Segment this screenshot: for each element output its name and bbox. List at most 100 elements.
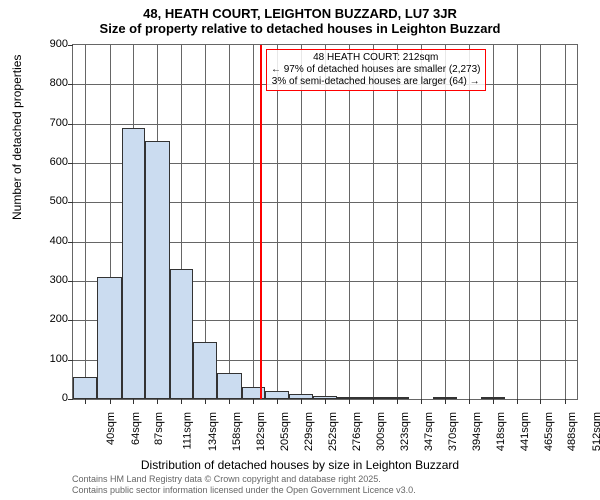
y-tick-label: 100 xyxy=(28,353,68,365)
histogram-bar xyxy=(313,396,337,399)
histogram-bar xyxy=(145,141,169,399)
grid-line-v xyxy=(325,45,326,399)
x-tick-label: 252sqm xyxy=(327,412,339,451)
x-tick-label: 323sqm xyxy=(399,412,411,451)
x-tick-label: 465sqm xyxy=(543,412,555,451)
grid-line-v xyxy=(85,45,86,399)
x-tick-label: 182sqm xyxy=(256,412,268,451)
x-tick xyxy=(133,399,134,404)
x-tick-label: 276sqm xyxy=(351,412,363,451)
histogram-bar xyxy=(433,397,457,399)
grid-line-v xyxy=(469,45,470,399)
histogram-bar xyxy=(97,277,121,399)
histogram-bar xyxy=(385,397,409,399)
y-tick xyxy=(68,45,73,46)
marker-line xyxy=(260,45,262,399)
histogram-bar xyxy=(362,397,385,399)
y-tick-label: 700 xyxy=(28,117,68,129)
x-tick-label: 64sqm xyxy=(130,412,142,445)
footer-text: Contains HM Land Registry data © Crown c… xyxy=(72,474,416,496)
x-tick xyxy=(277,399,278,404)
x-tick-label: 418sqm xyxy=(495,412,507,451)
grid-line-v xyxy=(229,45,230,399)
x-tick xyxy=(85,399,86,404)
x-tick xyxy=(540,399,541,404)
grid-line-v xyxy=(277,45,278,399)
y-tick xyxy=(68,320,73,321)
footer-line2: Contains public sector information licen… xyxy=(72,485,416,496)
title-sub: Size of property relative to detached ho… xyxy=(0,21,600,38)
x-tick xyxy=(517,399,518,404)
histogram-bar xyxy=(73,377,97,399)
title-main: 48, HEATH COURT, LEIGHTON BUZZARD, LU7 3… xyxy=(0,0,600,21)
x-tick xyxy=(205,399,206,404)
histogram-bar xyxy=(337,397,361,399)
y-tick-label: 600 xyxy=(28,156,68,168)
grid-line-v xyxy=(445,45,446,399)
x-tick-label: 347sqm xyxy=(423,412,435,451)
y-tick-label: 200 xyxy=(28,313,68,325)
grid-line-v xyxy=(373,45,374,399)
y-tick xyxy=(68,399,73,400)
x-tick xyxy=(301,399,302,404)
x-tick xyxy=(110,399,111,404)
y-tick xyxy=(68,202,73,203)
x-tick-label: 370sqm xyxy=(447,412,459,451)
grid-line-v xyxy=(349,45,350,399)
histogram-bar xyxy=(217,373,241,399)
x-tick xyxy=(181,399,182,404)
x-tick xyxy=(421,399,422,404)
y-tick-label: 800 xyxy=(28,77,68,89)
grid-line-v xyxy=(421,45,422,399)
x-tick-label: 441sqm xyxy=(519,412,531,451)
y-tick xyxy=(68,124,73,125)
histogram-bar xyxy=(265,391,289,399)
histogram-bar xyxy=(289,394,312,399)
grid-line-v xyxy=(397,45,398,399)
y-tick-label: 500 xyxy=(28,195,68,207)
x-tick-label: 488sqm xyxy=(567,412,579,451)
x-tick-label: 40sqm xyxy=(105,412,117,445)
y-tick-label: 900 xyxy=(28,38,68,50)
y-tick xyxy=(68,84,73,85)
chart-container: 48, HEATH COURT, LEIGHTON BUZZARD, LU7 3… xyxy=(0,0,600,500)
marker-line1: 48 HEATH COURT: 212sqm xyxy=(271,52,481,64)
x-tick-label: 134sqm xyxy=(207,412,219,451)
y-tick-label: 300 xyxy=(28,274,68,286)
y-tick xyxy=(68,360,73,361)
grid-line-v xyxy=(517,45,518,399)
x-tick xyxy=(565,399,566,404)
histogram-bar xyxy=(170,269,193,399)
grid-line-v xyxy=(540,45,541,399)
x-tick xyxy=(373,399,374,404)
y-axis-label: Number of detached properties xyxy=(10,55,24,220)
x-tick-label: 394sqm xyxy=(471,412,483,451)
x-axis-label: Distribution of detached houses by size … xyxy=(0,458,600,472)
x-tick-label: 158sqm xyxy=(231,412,243,451)
plot-area: 48 HEATH COURT: 212sqm← 97% of detached … xyxy=(72,44,578,400)
x-tick xyxy=(445,399,446,404)
x-tick xyxy=(157,399,158,404)
x-tick-label: 512sqm xyxy=(591,412,600,451)
grid-line-v xyxy=(493,45,494,399)
x-tick-label: 87sqm xyxy=(153,412,165,445)
x-tick xyxy=(253,399,254,404)
y-tick xyxy=(68,281,73,282)
x-tick xyxy=(325,399,326,404)
x-tick-label: 229sqm xyxy=(303,412,315,451)
y-tick-label: 0 xyxy=(28,392,68,404)
marker-annotation: 48 HEATH COURT: 212sqm← 97% of detached … xyxy=(266,49,486,91)
y-tick xyxy=(68,163,73,164)
x-tick xyxy=(349,399,350,404)
histogram-bar xyxy=(481,397,504,399)
y-tick xyxy=(68,242,73,243)
x-tick-label: 300sqm xyxy=(376,412,388,451)
marker-line2: ← 97% of detached houses are smaller (2,… xyxy=(271,64,481,76)
x-tick xyxy=(493,399,494,404)
histogram-bar xyxy=(193,342,217,399)
grid-line-v xyxy=(253,45,254,399)
x-tick xyxy=(469,399,470,404)
x-tick-label: 205sqm xyxy=(279,412,291,451)
y-tick-label: 400 xyxy=(28,235,68,247)
x-tick-label: 111sqm xyxy=(182,412,194,450)
